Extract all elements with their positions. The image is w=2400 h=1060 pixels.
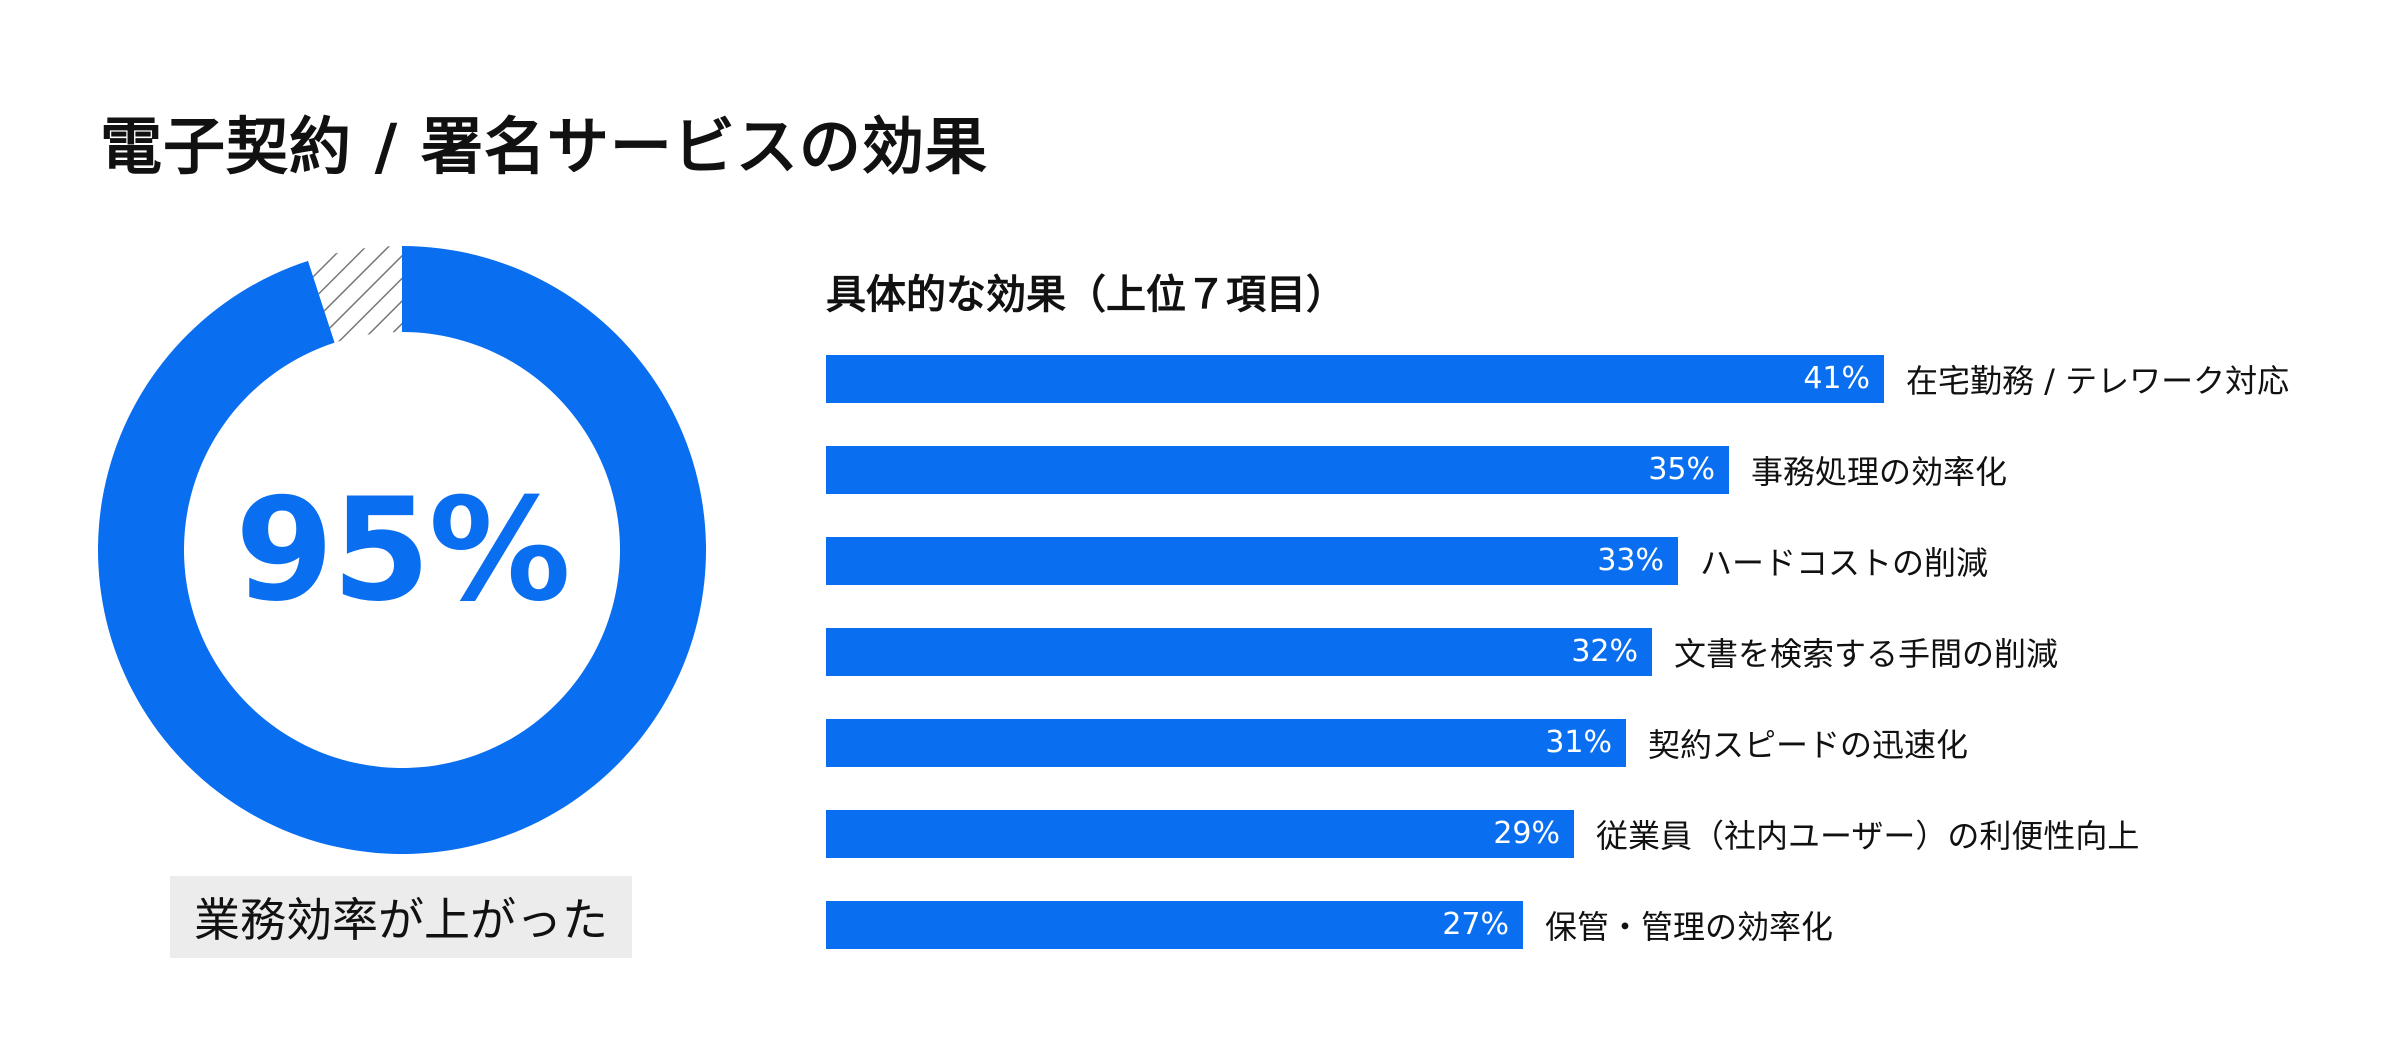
bar: 33% [826, 537, 1678, 585]
bar: 32% [826, 628, 1652, 676]
bar-category-label: ハードコストの削減 [1700, 544, 1989, 582]
bar-category-label: 事務処理の効率化 [1751, 453, 2008, 491]
bar: 41% [826, 355, 1884, 403]
donut-caption: 業務効率が上がった [170, 876, 632, 958]
bar-category-label: 従業員（社内ユーザー）の利便性向上 [1596, 817, 2140, 855]
bar-category-label: 保管・管理の効率化 [1545, 908, 1834, 946]
bar-value-label: 29% [1493, 816, 1560, 851]
bar-row: 41% 在宅勤務 / テレワーク対応 [826, 355, 2289, 403]
bar-category-label: 在宅勤務 / テレワーク対応 [1906, 362, 2290, 400]
donut-chart: 95% [96, 244, 708, 856]
bar-row: 32% 文書を検索する手間の削減 [826, 628, 2058, 676]
bar-chart: 41% 在宅勤務 / テレワーク対応 35% 事務処理の効率化 33% ハードコストの削減… [826, 355, 2326, 955]
bar-row: 27% 保管・管理の効率化 [826, 901, 1833, 949]
donut-percent-value: 95% [235, 467, 571, 633]
bar-chart-title: 具体的な効果（上位７項目） [826, 272, 1346, 318]
bar-row: 29% 従業員（社内ユーザー）の利便性向上 [826, 810, 2139, 858]
bar: 35% [826, 446, 1729, 494]
bar-row: 33% ハードコストの削減 [826, 537, 1988, 585]
bar-value-label: 27% [1442, 907, 1509, 942]
bar-category-label: 契約スピードの迅速化 [1648, 726, 1969, 764]
bar-value-label: 33% [1597, 543, 1664, 578]
bar-value-label: 31% [1545, 725, 1612, 760]
bar-value-label: 41% [1803, 361, 1870, 396]
bar: 29% [826, 810, 1574, 858]
page-title: 電子契約 / 署名サービスの効果 [100, 110, 988, 183]
bar-value-label: 35% [1648, 452, 1715, 487]
bar: 27% [826, 901, 1523, 949]
bar-value-label: 32% [1571, 634, 1638, 669]
bar-row: 35% 事務処理の効率化 [826, 446, 2007, 494]
donut-ring [97, 246, 706, 855]
bar: 31% [826, 719, 1626, 767]
bar-category-label: 文書を検索する手間の削減 [1674, 635, 2059, 673]
donut-segment-remainder [308, 246, 402, 343]
bar-row: 31% 契約スピードの迅速化 [826, 719, 1968, 767]
